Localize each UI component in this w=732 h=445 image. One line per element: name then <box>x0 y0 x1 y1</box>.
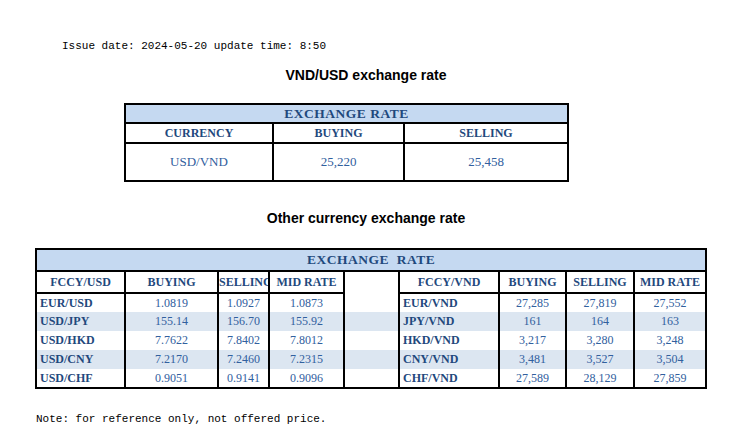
vnd-usd-exchange-table: EXCHANGE RATE CURRENCY BUYING SELLING US… <box>124 103 569 182</box>
cell-pair: EUR/USD <box>36 293 125 312</box>
cell-midrate: 163 <box>634 312 706 331</box>
cell-pair: JPY/VND <box>399 312 499 331</box>
col-header-buying-vnd: BUYING <box>499 271 566 293</box>
cell-pair: CNY/VND <box>399 350 499 369</box>
cell-pair: USD/CNY <box>36 350 125 369</box>
cell-buying: 0.9051 <box>125 369 218 388</box>
cell-midrate: 27,552 <box>634 293 706 312</box>
cell-buying: 25,220 <box>273 143 404 181</box>
col-header-selling: SELLING <box>404 123 568 143</box>
col-header-fccy-vnd: FCCY/VND <box>399 271 499 293</box>
cell-selling: 164 <box>566 312 634 331</box>
table-row: USD/CHF 0.9051 0.9141 0.9096 CHF/VND 27,… <box>36 369 706 388</box>
spacer-column <box>344 271 399 293</box>
cell-selling: 28,129 <box>566 369 634 388</box>
table-row: USD/VND 25,220 25,458 <box>125 143 568 181</box>
col-header-fccy-usd: FCCY/USD <box>36 271 125 293</box>
other-currency-table-title: Other currency exchange rate <box>0 210 732 226</box>
col-header-selling-usd: SELLING <box>218 271 269 293</box>
cell-buying: 27,589 <box>499 369 566 388</box>
table-title-row: EXCHANGE RATE <box>125 104 568 123</box>
spacer-cell <box>344 350 399 369</box>
spacer-cell <box>344 369 399 388</box>
note-line: Note: for reference only, not offered pr… <box>36 413 326 425</box>
table-title: EXCHANGE RATE <box>36 249 706 271</box>
spacer-cell <box>344 331 399 350</box>
cell-selling: 3,527 <box>566 350 634 369</box>
cell-pair: CHF/VND <box>399 369 499 388</box>
cell-midrate: 3,248 <box>634 331 706 350</box>
cell-pair: HKD/VND <box>399 331 499 350</box>
cell-midrate: 155.92 <box>269 312 344 331</box>
table-row: EUR/USD 1.0819 1.0927 1.0873 EUR/VND 27,… <box>36 293 706 312</box>
spacer-cell <box>344 293 399 312</box>
spacer-cell <box>344 312 399 331</box>
cell-pair: EUR/VND <box>399 293 499 312</box>
table-title-row: EXCHANGE RATE <box>36 249 706 271</box>
cell-buying: 7.7622 <box>125 331 218 350</box>
cell-midrate: 27,859 <box>634 369 706 388</box>
cell-midrate: 7.2315 <box>269 350 344 369</box>
col-header-currency: CURRENCY <box>125 123 273 143</box>
col-header-buying-usd: BUYING <box>125 271 218 293</box>
cell-buying: 7.2170 <box>125 350 218 369</box>
issue-date-line: Issue date: 2024-05-20 update time: 8:50 <box>62 40 326 52</box>
cell-selling: 3,280 <box>566 331 634 350</box>
cell-selling: 1.0927 <box>218 293 269 312</box>
cell-selling: 27,819 <box>566 293 634 312</box>
cell-buying: 3,481 <box>499 350 566 369</box>
col-header-midrate-vnd: MID RATE <box>634 271 706 293</box>
cell-pair: USD/HKD <box>36 331 125 350</box>
cell-buying: 3,217 <box>499 331 566 350</box>
cell-selling: 0.9141 <box>218 369 269 388</box>
table-row: USD/JPY 155.14 156.70 155.92 JPY/VND 161… <box>36 312 706 331</box>
column-header-row: FCCY/USD BUYING SELLING MID RATE FCCY/VN… <box>36 271 706 293</box>
column-header-row: CURRENCY BUYING SELLING <box>125 123 568 143</box>
table-row: USD/HKD 7.7622 7.8402 7.8012 HKD/VND 3,2… <box>36 331 706 350</box>
cell-pair: USD/CHF <box>36 369 125 388</box>
col-header-selling-vnd: SELLING <box>566 271 634 293</box>
cell-selling: 7.2460 <box>218 350 269 369</box>
cell-midrate: 7.8012 <box>269 331 344 350</box>
cell-midrate: 0.9096 <box>269 369 344 388</box>
col-header-buying: BUYING <box>273 123 404 143</box>
cell-buying: 27,285 <box>499 293 566 312</box>
cell-selling: 156.70 <box>218 312 269 331</box>
other-currency-exchange-table: EXCHANGE RATE FCCY/USD BUYING SELLING MI… <box>35 248 707 389</box>
cell-pair: USD/JPY <box>36 312 125 331</box>
cell-buying: 155.14 <box>125 312 218 331</box>
col-header-midrate-usd: MID RATE <box>269 271 344 293</box>
cell-buying: 161 <box>499 312 566 331</box>
cell-buying: 1.0819 <box>125 293 218 312</box>
exchange-rate-sheet: Issue date: 2024-05-20 update time: 8:50… <box>0 0 732 445</box>
cell-currency: USD/VND <box>125 143 273 181</box>
cell-selling: 25,458 <box>404 143 568 181</box>
table-title: EXCHANGE RATE <box>125 104 568 123</box>
table-row: USD/CNY 7.2170 7.2460 7.2315 CNY/VND 3,4… <box>36 350 706 369</box>
cell-midrate: 1.0873 <box>269 293 344 312</box>
cell-selling: 7.8402 <box>218 331 269 350</box>
vnd-usd-table-title: VND/USD exchange rate <box>0 67 732 83</box>
cell-midrate: 3,504 <box>634 350 706 369</box>
